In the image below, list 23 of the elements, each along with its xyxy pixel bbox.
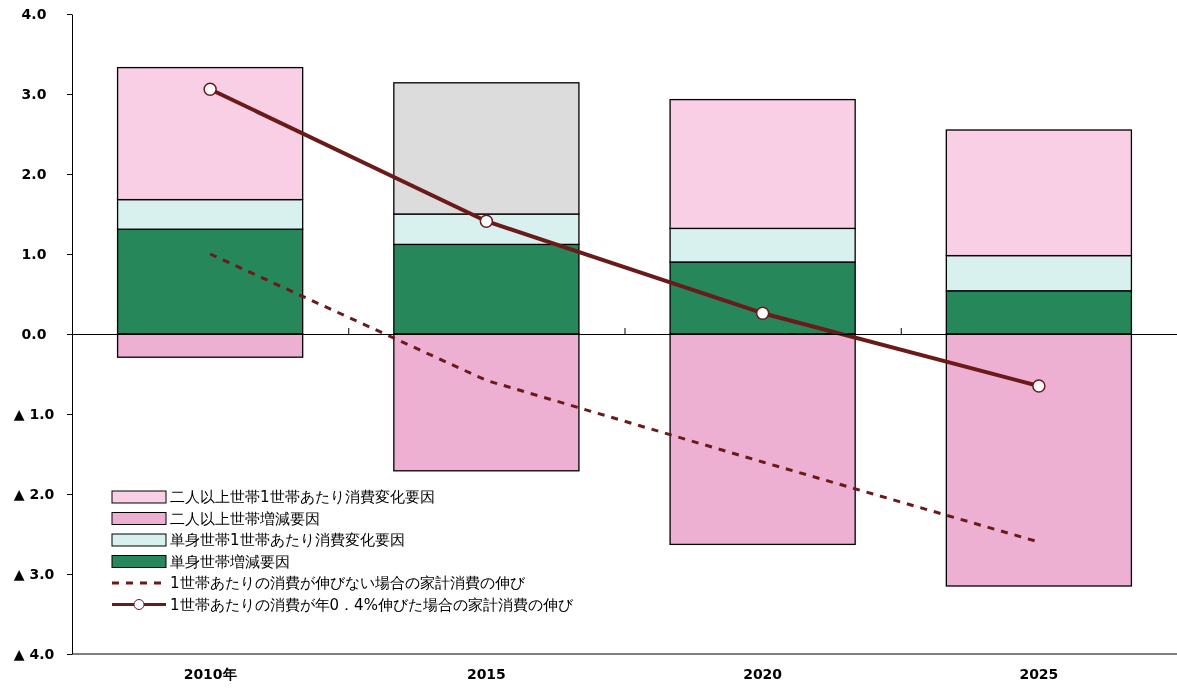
legend-label: 二人以上世帯1世帯あたり消費変化要因	[170, 488, 435, 506]
y-tick-label: 3.0	[21, 85, 47, 102]
y-tick-label: ▲ 4.0	[13, 645, 55, 662]
y-tick-label: 1.0	[21, 245, 47, 262]
legend-label: 1世帯あたりの消費が年0．4%伸びた場合の家計消費の伸び	[170, 595, 574, 614]
legend-label: 二人以上世帯増減要因	[170, 509, 320, 528]
y-tick-label: ▲ 1.0	[13, 405, 55, 422]
y-tick-label: 0.0	[21, 325, 47, 342]
y-tick-label: 4.0	[21, 5, 47, 22]
point	[203, 82, 217, 96]
point	[1032, 379, 1046, 393]
y-tick-label: ▲ 2.0	[13, 485, 55, 502]
x-tick-label: 2020	[743, 666, 783, 683]
y-tick-label: 2.0	[21, 165, 47, 182]
x-tick-label: 2025	[1019, 666, 1059, 683]
legend-label: 単身世帯増減要因	[170, 552, 290, 571]
y-tick-label: ▲ 3.0	[13, 565, 55, 582]
legend-label: 単身世帯1世帯あたり消費変化要因	[170, 531, 405, 549]
x-tick-label: 2010年	[183, 666, 237, 683]
point	[479, 214, 494, 228]
point	[755, 306, 770, 320]
x-tick-label: 2015	[466, 666, 506, 683]
legend-label: 1世帯あたりの消費が伸びない場合の家計消費の伸び	[170, 574, 526, 592]
